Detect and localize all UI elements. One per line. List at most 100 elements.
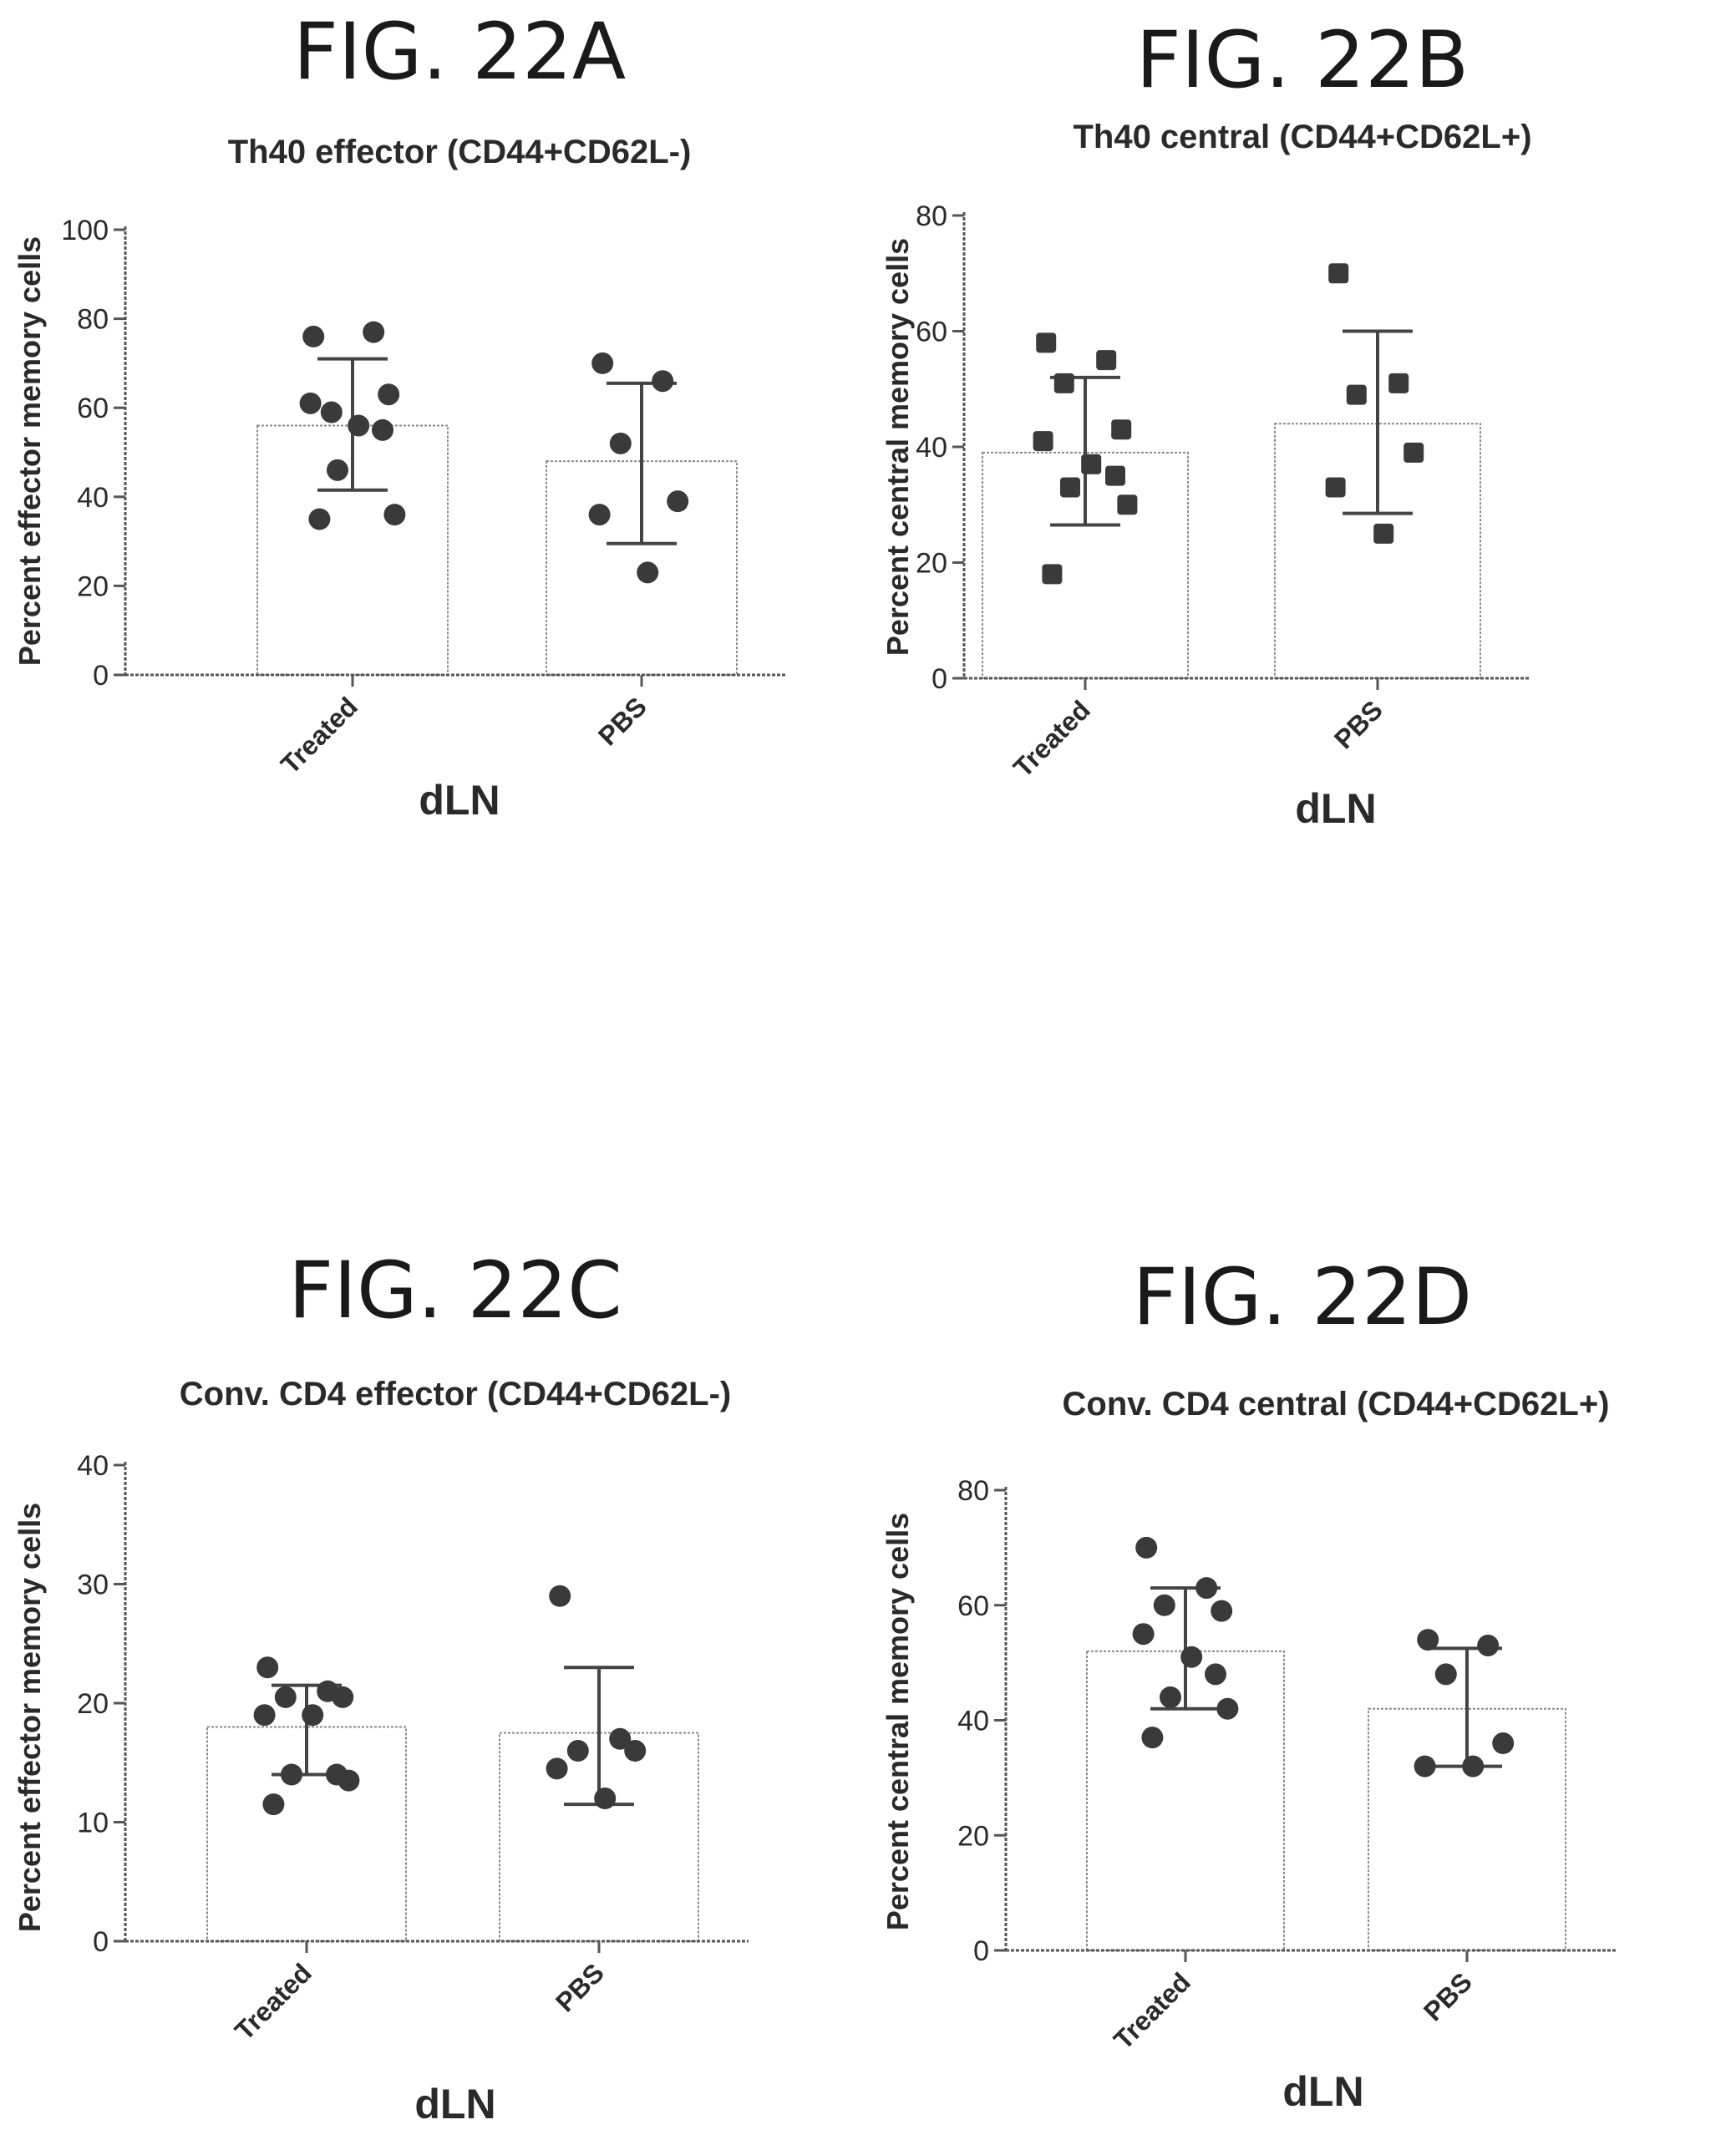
x-tick-label-pbs: PBS <box>550 1957 610 2017</box>
data-point <box>591 352 614 374</box>
x-axis-label: dLN <box>419 777 500 824</box>
data-point <box>1404 442 1424 463</box>
data-point <box>1036 332 1057 353</box>
x-tick-label-pbs: PBS <box>592 691 652 751</box>
x-axis-label: dLN <box>414 2081 495 2127</box>
fig-label: FIG. 22D <box>1132 1252 1473 1343</box>
data-point <box>609 1727 632 1750</box>
y-tick-label: 0 <box>93 660 109 692</box>
data-point <box>1060 477 1080 498</box>
data-point <box>667 490 689 513</box>
chart-title: Conv. CD4 central (CD44+CD62L+) <box>1062 1386 1610 1422</box>
bar-chart: 0 20 40 60 80 Treated PBS Percent central memor… <box>881 1475 1616 2115</box>
data-point <box>1117 494 1138 515</box>
data-point <box>363 321 385 343</box>
x-tick-label-treated: Treated <box>275 691 363 779</box>
data-point <box>320 401 343 423</box>
y-tick-label: 20 <box>916 548 947 580</box>
data-point <box>338 1769 360 1792</box>
y-tick-label: 30 <box>77 1570 109 1601</box>
data-point <box>327 459 348 481</box>
y-tick-label: 40 <box>77 482 109 514</box>
data-point <box>302 325 325 347</box>
y-axis-label: Percent effector memory cells <box>13 236 47 666</box>
data-point <box>348 414 370 437</box>
y-axis-label: Percent central memory cells <box>881 238 915 656</box>
y-tick-label: 60 <box>957 1590 989 1622</box>
data-point <box>1325 477 1346 498</box>
fig-label: FIG. 22B <box>1135 15 1470 106</box>
data-point <box>1160 1686 1181 1708</box>
data-point <box>1328 263 1349 284</box>
y-tick-label: 80 <box>957 1475 989 1507</box>
data-point <box>308 508 331 530</box>
x-tick-label-pbs: PBS <box>1418 1966 1478 2026</box>
data-point <box>594 1788 617 1809</box>
data-point <box>299 392 322 414</box>
y-tick-label: 20 <box>77 570 109 602</box>
fig-label: FIG. 22A <box>292 7 627 98</box>
data-point <box>274 1686 297 1708</box>
data-point <box>372 418 393 441</box>
y-tick-label: 80 <box>77 304 109 336</box>
data-point <box>1205 1663 1226 1686</box>
data-point <box>1053 373 1074 393</box>
fig-label: FIG. 22C <box>288 1245 622 1336</box>
data-point <box>1180 1646 1203 1668</box>
data-point <box>1216 1697 1239 1720</box>
panel-fig-22a: FIG. 22A Th40 effector (CD44+CD62L-) 0 20… <box>0 0 868 1070</box>
data-point <box>1417 1629 1439 1651</box>
data-point <box>1081 454 1102 474</box>
chart-title: Th40 central (CD44+CD62L+) <box>1073 119 1532 155</box>
y-tick-label: 40 <box>916 432 947 464</box>
data-point <box>1033 431 1053 452</box>
panel-fig-22d: FIG. 22D Conv. CD4 central (CD44+CD62L+)… <box>868 1070 1736 2140</box>
x-axis-label: dLN <box>1282 2068 1363 2115</box>
data-point <box>624 1740 647 1762</box>
data-point <box>1096 350 1117 371</box>
bar-chart: 0 10 20 30 40 Treated PBS Percent effector memo… <box>13 1450 749 2127</box>
data-point <box>609 432 632 454</box>
y-tick-label: 20 <box>957 1820 989 1852</box>
chart-title: Th40 effector (CD44+CD62L-) <box>227 134 692 170</box>
data-point <box>253 1704 276 1727</box>
x-tick-label-treated: Treated <box>1108 1966 1196 2055</box>
data-point <box>256 1656 279 1679</box>
y-tick-label: 60 <box>77 393 109 424</box>
x-tick-label-treated: Treated <box>229 1957 317 2046</box>
y-tick-label: 20 <box>77 1688 109 1720</box>
data-point <box>1211 1600 1233 1622</box>
panel-fig-22b: FIG. 22B Th40 central (CD44+CD62L+) 0 20 4… <box>868 0 1736 1070</box>
data-point <box>1111 419 1132 440</box>
data-point <box>1414 1755 1436 1777</box>
data-point <box>1132 1623 1155 1646</box>
data-point <box>1477 1634 1500 1656</box>
y-axis-label: Percent effector memory cells <box>13 1503 47 1932</box>
y-tick-label: 60 <box>916 317 947 348</box>
data-point <box>383 504 406 526</box>
data-point <box>1434 1663 1457 1686</box>
panel-fig-22c: FIG. 22C Conv. CD4 effector (CD44+CD62L-… <box>0 1070 868 2140</box>
bar-chart: 0 20 40 60 80 100 Treated PBS Percent effector m… <box>13 215 787 824</box>
data-point <box>1135 1536 1158 1559</box>
data-point <box>1373 523 1394 544</box>
data-point <box>1195 1577 1218 1600</box>
data-point <box>1492 1732 1515 1755</box>
data-point <box>332 1686 354 1708</box>
data-point <box>637 561 659 584</box>
data-point <box>549 1585 571 1607</box>
data-point <box>302 1704 324 1727</box>
chart-title: Conv. CD4 effector (CD44+CD62L-) <box>179 1376 732 1412</box>
y-tick-label: 0 <box>93 1926 109 1958</box>
data-point <box>1388 373 1409 393</box>
y-tick-label: 40 <box>957 1706 989 1737</box>
y-tick-label: 0 <box>973 1935 989 1967</box>
data-point <box>281 1763 302 1786</box>
y-tick-label: 10 <box>77 1808 109 1839</box>
y-tick-label: 80 <box>916 200 947 232</box>
data-point <box>566 1740 589 1762</box>
data-point <box>1462 1755 1485 1777</box>
y-tick-label: 0 <box>931 663 947 695</box>
bar-chart: 0 20 40 60 80 Treated PBS Percent central memor… <box>881 200 1530 832</box>
data-point <box>588 504 611 526</box>
